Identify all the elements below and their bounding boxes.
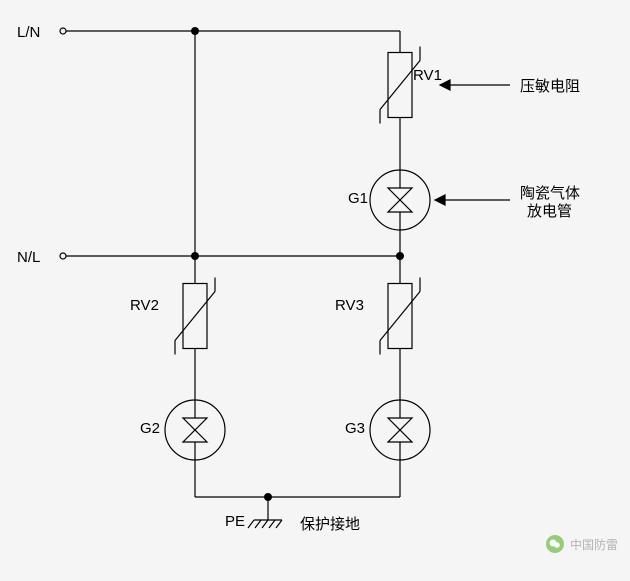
watermark: 中国防雷: [546, 535, 618, 553]
rv2-label: RV2: [130, 297, 159, 314]
annotation-varistor: 压敏电阻: [520, 75, 580, 96]
terminal-ln-label: L/N: [17, 24, 40, 41]
g3-label: G3: [345, 420, 365, 437]
terminal-pe-label: PE: [225, 513, 245, 530]
annotation-pe-ground: 保护接地: [300, 513, 360, 534]
wechat-icon: [546, 535, 564, 553]
rv3-label: RV3: [335, 297, 364, 314]
watermark-text: 中国防雷: [570, 536, 618, 553]
g1-label: G1: [348, 190, 368, 207]
terminal-nl-label: N/L: [17, 249, 40, 266]
g2-label: G2: [140, 420, 160, 437]
annotation-gdt-line2: 放电管: [527, 200, 572, 221]
rv1-label: RV1: [413, 67, 442, 84]
